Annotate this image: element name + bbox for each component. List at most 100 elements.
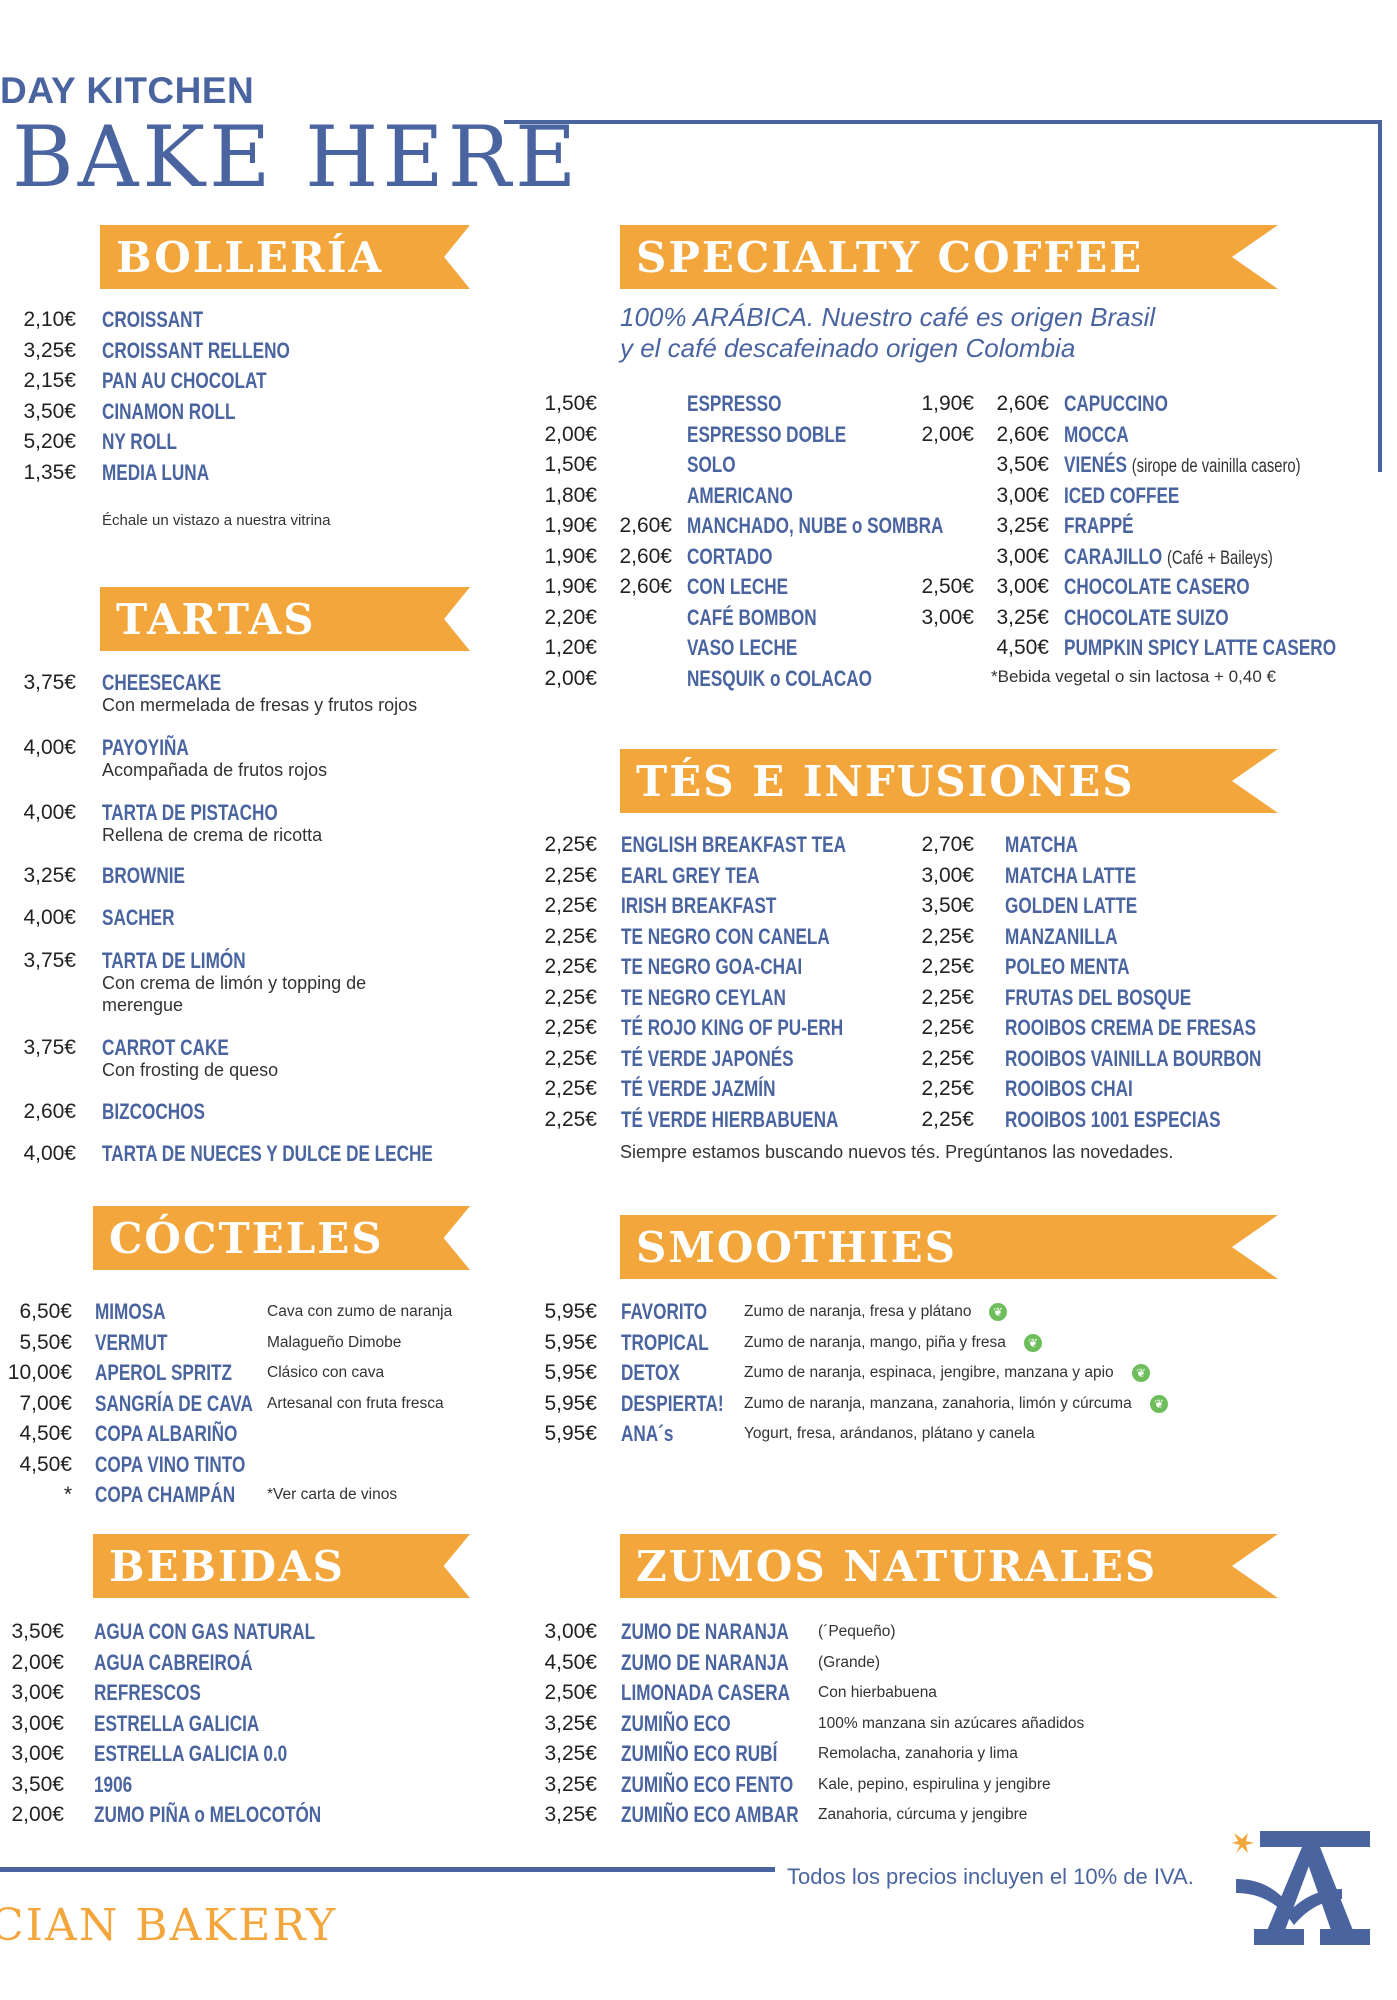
item-name: CHOCOLATE SUIZO <box>1064 605 1229 631</box>
item-name: SANGRÍA DE CAVA <box>95 1390 253 1416</box>
item-price: 1,90€ <box>544 514 597 537</box>
item-price: 2,25€ <box>921 1046 974 1070</box>
item-price: 2,25€ <box>544 1046 597 1070</box>
item-name: ENGLISH BREAKFAST TEA <box>621 832 847 857</box>
item-name: TE NEGRO CON CANELA <box>621 923 830 949</box>
item-price: 3,00€ <box>996 544 1049 568</box>
item-price: 1,50€ <box>544 453 597 476</box>
item-price: 3,00€ <box>11 1681 64 1704</box>
item-price: 4,00€ <box>23 1142 76 1165</box>
section-title: TÉS E INFUSIONES <box>636 757 1135 806</box>
item-name: TARTA DE PISTACHO <box>102 800 278 825</box>
section-title: SPECIALTY COFFEE <box>636 233 1144 282</box>
item-name-text: NESQUIK o COLACAO <box>687 665 872 691</box>
item-name: PUMPKIN SPICY LATTE CASERO <box>1064 635 1336 661</box>
item-description: Zumo de naranja, espinaca, jengibre, man… <box>744 1364 1114 1381</box>
item-price: 4,50€ <box>19 1452 72 1476</box>
item-name: PAYOYIÑA <box>102 735 189 760</box>
item-name: ROOIBOS CHAI <box>1005 1076 1133 1101</box>
item-name: EARL GREY TEA <box>621 862 760 888</box>
item-price: 2,00€ <box>11 1650 64 1674</box>
item-price: 3,50€ <box>996 453 1049 476</box>
item-name: CORTADO <box>687 544 772 570</box>
item-name: ZUMO DE NARANJA <box>621 1619 789 1644</box>
section-title: BEBIDAS <box>109 1542 345 1591</box>
item-price: 1,80€ <box>544 483 597 507</box>
item-price: 3,75€ <box>23 949 76 972</box>
item-name: MATCHA LATTE <box>1005 862 1137 888</box>
bakery-logo <box>1232 1831 1370 1945</box>
item-price: 2,25€ <box>544 1016 597 1039</box>
item-price: 2,70€ <box>921 833 974 856</box>
item-name-text: CHOCOLATE CASERO <box>1064 574 1250 599</box>
item-name: CHEESECAKE <box>102 670 222 695</box>
item-price: 3,25€ <box>544 1711 597 1735</box>
item-description: Remolacha, zanahoria y lima <box>818 1745 1018 1762</box>
item-name: PAN AU CHOCOLAT <box>102 368 267 393</box>
item-price: 2,15€ <box>23 369 76 392</box>
item-name: ANA´s <box>621 1421 674 1446</box>
item-extra: (Café + Baileys) <box>1166 547 1273 569</box>
item-name-text: CAPUCCINO <box>1064 391 1168 416</box>
item-name: AGUA CON GAS NATURAL <box>94 1619 316 1644</box>
item-price: 2,50€ <box>544 1681 597 1704</box>
item-price: 2,25€ <box>544 1077 597 1100</box>
item-price: 3,00€ <box>11 1742 64 1765</box>
item-description: Zumo de naranja, mango, piña y fresa <box>744 1333 1006 1351</box>
item-price: 7,00€ <box>19 1391 72 1415</box>
iva-note: Todos los precios incluyen el 10% de IVA… <box>787 1864 1194 1889</box>
section-title: CÓCTELES <box>109 1214 384 1263</box>
item-price: 2,25€ <box>921 924 974 948</box>
item-name-text: CORTADO <box>687 543 773 569</box>
section-title: TARTAS <box>116 595 316 644</box>
item-description: Zanahoria, cúrcuma y jengibre <box>818 1806 1028 1823</box>
item-name: ZUMO PIÑA o MELOCOTÓN <box>94 1802 322 1827</box>
item-price: 4,50€ <box>544 1650 597 1674</box>
item-price: 5,95€ <box>544 1391 597 1415</box>
item-price: 3,50€ <box>921 894 974 917</box>
item-price: 5,50€ <box>19 1330 72 1354</box>
item-description: (Grande) <box>818 1653 881 1671</box>
item-price: 3,50€ <box>23 399 76 423</box>
item-description: Rellena de crema de ricotta <box>102 825 323 845</box>
item-name-text: PUMPKIN SPICY LATTE CASERO <box>1064 635 1337 660</box>
item-price: 3,00€ <box>11 1711 64 1735</box>
item-price: 1,90€ <box>544 544 597 568</box>
item-description: Con mermelada de fresas y frutos rojos <box>102 695 418 715</box>
item-name: VERMUT <box>95 1329 168 1355</box>
item-price: 2,25€ <box>544 863 597 887</box>
item-name: CROISSANT RELLENO <box>102 337 290 363</box>
item-description: Clásico con cava <box>267 1364 385 1381</box>
item-name: ICED COFFEE <box>1064 483 1179 509</box>
item-price: 2,00€ <box>544 666 597 690</box>
item-name: AMERICANO <box>687 483 793 509</box>
item-name-text: VIENÉS <box>1064 452 1127 477</box>
item-name: TE NEGRO GOA-CHAI <box>621 954 803 979</box>
item-name: TÉ VERDE JAZMÍN <box>621 1076 776 1101</box>
tes-note: Siempre estamos buscando nuevos tés. Pre… <box>620 1142 1174 1162</box>
item-price: 3,50€ <box>11 1620 64 1643</box>
item-name: MANZANILLA <box>1005 923 1118 949</box>
vegan-leaf-icon: ❦ <box>1150 1394 1168 1413</box>
item-name: GOLDEN LATTE <box>1005 893 1138 918</box>
item-name: 1906 <box>94 1771 133 1797</box>
item-description: Zumo de naranja, manzana, zanahoria, lim… <box>744 1394 1132 1412</box>
brand-footer: CIAN BAKERY <box>0 1900 338 1951</box>
item-name: TÉ ROJO KING OF PU-ERH <box>621 1015 844 1040</box>
item-name: ZUMIÑO ECO AMBAR <box>621 1802 799 1827</box>
item-price: 2,25€ <box>921 1077 974 1100</box>
coffee-subtitle-line: y el café descafeinado origen Colombia <box>620 333 1076 363</box>
item-price: 2,20€ <box>544 605 597 629</box>
item-price: 2,60€ <box>996 392 1049 415</box>
item-price: 4,50€ <box>19 1422 72 1445</box>
banner-tes: TÉS E INFUSIONES <box>620 749 1278 813</box>
item-name-text: CARAJILLO <box>1064 543 1163 569</box>
vegan-leaf-icon: ❦ <box>1024 1333 1042 1352</box>
item-price: 2,60€ <box>23 1100 76 1123</box>
item-price: 4,00€ <box>23 736 76 759</box>
banner-zumos: ZUMOS NATURALES <box>620 1534 1278 1598</box>
item-price: 1,20€ <box>544 636 597 659</box>
item-name: POLEO MENTA <box>1005 954 1130 979</box>
item-description: Cava con zumo de naranja <box>267 1303 453 1320</box>
item-name-text: CHOCOLATE SUIZO <box>1064 604 1229 630</box>
